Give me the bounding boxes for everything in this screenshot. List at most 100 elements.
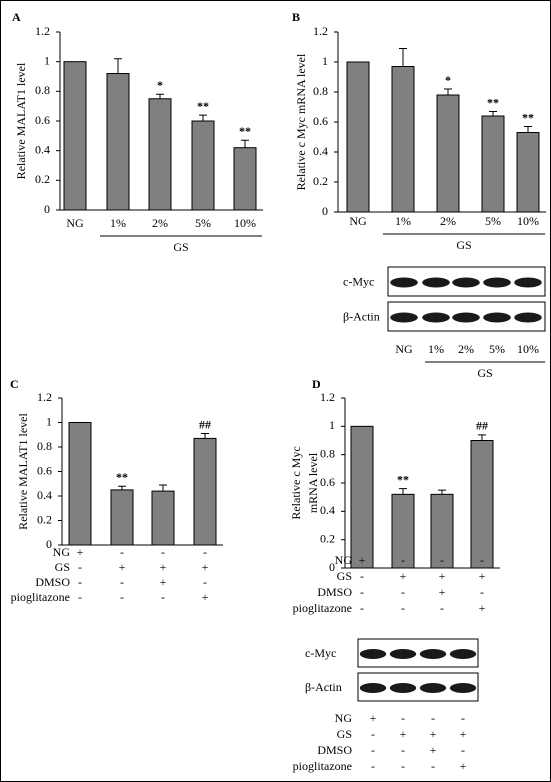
- treatment-sign: -: [78, 560, 82, 574]
- y-tick-label: 0.2: [35, 172, 50, 186]
- treatment-sign: -: [120, 590, 124, 604]
- bar: [68, 422, 92, 546]
- bar: [193, 437, 217, 546]
- treatment-sign: +: [359, 553, 366, 567]
- bar: [148, 98, 172, 211]
- treatment-sign: -: [401, 553, 405, 567]
- blot-band: [419, 683, 447, 693]
- y-tick-label: 0.6: [313, 114, 328, 128]
- y-tick-label: 0.4: [320, 503, 335, 517]
- y-tick-label: 0: [44, 202, 50, 216]
- bar: [481, 115, 505, 213]
- treatment-sign: -: [161, 590, 165, 604]
- significance: **: [116, 470, 128, 484]
- error-bar: [199, 114, 207, 121]
- y-tick-label: 0.6: [320, 475, 335, 489]
- error-bar: [399, 48, 407, 67]
- y-tick-label: 0.4: [35, 142, 50, 156]
- treatment-sign: -: [203, 545, 207, 559]
- error-bar: [201, 433, 209, 439]
- treatment-sign: +: [400, 727, 407, 741]
- treatment-sign: +: [370, 711, 377, 725]
- blot-lane-label: 10%: [517, 342, 539, 356]
- blot-band: [514, 277, 542, 288]
- error-bar: [524, 126, 532, 133]
- treatment-sign: -: [401, 711, 405, 725]
- significance: **: [239, 124, 251, 138]
- treatment-sign: -: [401, 601, 405, 615]
- blot-band: [422, 312, 450, 323]
- error-bar: [438, 489, 446, 495]
- treatment-sign: -: [431, 759, 435, 773]
- bar: [436, 94, 460, 213]
- panel-label: A: [12, 10, 21, 24]
- treatment-sign: +: [160, 560, 167, 574]
- treatment-label: GS: [55, 560, 70, 574]
- error-bar: [156, 93, 164, 99]
- significance: ##: [199, 417, 211, 431]
- blot-band: [389, 649, 417, 659]
- bar: [391, 66, 415, 213]
- y-axis-label: Relative MALAT1 level: [16, 413, 30, 530]
- significance: ##: [476, 419, 488, 433]
- blot-band: [390, 312, 418, 323]
- y-tick-label: 1.2: [35, 24, 50, 38]
- error-bar: [478, 434, 486, 441]
- blot-band: [359, 649, 387, 659]
- y-tick-label: 0.8: [313, 84, 328, 98]
- y-tick-label: 0.8: [320, 446, 335, 460]
- blot-band: [389, 683, 417, 693]
- x-tick-label: 1%: [395, 214, 411, 228]
- y-axis-label: mRNA level: [306, 452, 320, 513]
- y-tick-label: 0.6: [37, 463, 52, 477]
- bar: [110, 489, 134, 546]
- treatment-sign: -: [461, 743, 465, 757]
- blot-band: [359, 683, 387, 693]
- y-tick-label: 1: [46, 414, 52, 428]
- bar: [191, 120, 215, 211]
- treatment-sign: +: [439, 585, 446, 599]
- group-label: GS: [173, 240, 188, 254]
- treatment-sign: -: [203, 575, 207, 589]
- treatment-sign: +: [460, 759, 467, 773]
- y-tick-label: 1: [44, 53, 50, 67]
- blot-band: [390, 277, 418, 288]
- treatment-sign: -: [371, 743, 375, 757]
- bar: [63, 61, 87, 211]
- blot-band: [452, 277, 480, 288]
- treatment-sign: -: [371, 727, 375, 741]
- treatment-label: pioglitazone: [293, 601, 352, 615]
- x-tick-label: 5%: [195, 216, 211, 230]
- treatment-sign: +: [430, 727, 437, 741]
- treatment-sign: -: [360, 601, 364, 615]
- treatment-sign: +: [77, 545, 84, 559]
- treatment-sign: -: [440, 553, 444, 567]
- x-tick-label: 10%: [234, 216, 256, 230]
- treatment-label: pioglitazone: [293, 759, 352, 773]
- treatment-sign: -: [480, 553, 484, 567]
- significance: *: [445, 73, 451, 87]
- error-bar: [489, 111, 497, 116]
- treatment-label: NG: [335, 711, 353, 725]
- panel-label: B: [292, 10, 300, 24]
- blot-lane-label: 2%: [458, 342, 474, 356]
- blot-row-label: c-Myc: [305, 646, 336, 660]
- y-axis-label: Relative MALAT1 level: [14, 62, 28, 179]
- bar: [350, 425, 374, 569]
- blot-row-label: β-Actin: [305, 680, 342, 694]
- treatment-sign: +: [439, 569, 446, 583]
- treatment-label: GS: [337, 727, 352, 741]
- bar: [470, 440, 494, 569]
- treatment-sign: -: [401, 759, 405, 773]
- y-tick-label: 0.8: [35, 83, 50, 97]
- y-tick-label: 0.2: [313, 174, 328, 188]
- treatment-sign: -: [401, 743, 405, 757]
- treatment-sign: +: [479, 601, 486, 615]
- group-label: GS: [477, 366, 492, 380]
- blot-band: [452, 312, 480, 323]
- x-tick-label: 2%: [152, 216, 168, 230]
- blot-lane-label: 1%: [428, 342, 444, 356]
- significance: **: [487, 95, 499, 109]
- x-tick-label: NG: [349, 214, 367, 228]
